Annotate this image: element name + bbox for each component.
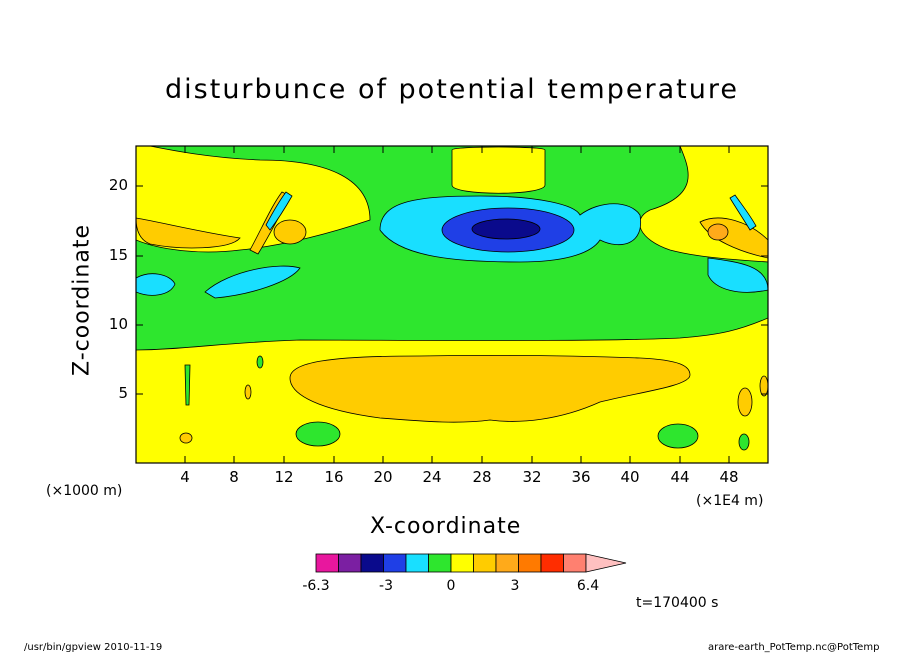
chart-title: disturbunce of potential temperature bbox=[165, 74, 739, 105]
colorbar-label: 3 bbox=[510, 578, 520, 594]
colorbar-label: -3 bbox=[379, 578, 393, 594]
field-orange-left bbox=[136, 217, 241, 249]
colorbar-swatch bbox=[540, 553, 564, 573]
x-tick-label: 44 bbox=[670, 468, 690, 486]
field-orange-small-3 bbox=[759, 375, 768, 397]
x-unit-left: (×1000 m) bbox=[46, 483, 123, 499]
x-tick-label: 28 bbox=[472, 468, 492, 486]
colorbar-swatch bbox=[518, 553, 542, 573]
field-darkblue-core bbox=[471, 218, 541, 240]
field-cyan-left bbox=[136, 273, 176, 296]
colorbar-swatch bbox=[563, 553, 587, 573]
colorbar-label: 6.4 bbox=[576, 578, 600, 594]
field-orange-small-1 bbox=[737, 387, 753, 417]
colorbar-swatch bbox=[473, 553, 497, 573]
colorbar bbox=[315, 553, 627, 573]
y-axis-ticks bbox=[136, 185, 768, 395]
x-tick-label: 40 bbox=[620, 468, 640, 486]
colorbar-label: -6.3 bbox=[302, 578, 330, 594]
colorbar-swatch bbox=[338, 553, 362, 573]
y-tick-label: 20 bbox=[108, 176, 128, 194]
field-orange-right-core bbox=[707, 223, 729, 241]
plot-frame bbox=[135, 145, 769, 464]
colorbar-label: 0 bbox=[446, 578, 456, 594]
time-label: t=170400 s bbox=[636, 595, 719, 611]
y-tick-label: 10 bbox=[108, 315, 128, 333]
footer-left: /usr/bin/gpview 2010-11-19 bbox=[24, 642, 163, 653]
colorbar-swatch bbox=[428, 553, 452, 573]
x-tick-label: 24 bbox=[422, 468, 442, 486]
colorbar-swatch bbox=[383, 553, 407, 573]
field-small-blob bbox=[179, 432, 193, 444]
x-tick-label: 48 bbox=[719, 468, 739, 486]
colorbar-overflow-arrow bbox=[585, 553, 627, 573]
x-tick-label: 20 bbox=[373, 468, 393, 486]
field-orange-small-2 bbox=[244, 384, 252, 400]
x-tick-label: 36 bbox=[571, 468, 591, 486]
field-green-bottom-left bbox=[295, 421, 341, 447]
y-tick-label: 5 bbox=[118, 384, 128, 402]
colorbar-swatch bbox=[360, 553, 384, 573]
field-top-left-yellow bbox=[136, 146, 371, 253]
field-streak-2 bbox=[265, 191, 293, 231]
x-tick-label: 16 bbox=[324, 468, 344, 486]
footer-right: arare-earth_PotTemp.nc@PotTemp bbox=[708, 642, 880, 653]
colorbar-swatch bbox=[495, 553, 519, 573]
field-green-small-2 bbox=[738, 433, 750, 451]
x-tick-label: 32 bbox=[522, 468, 542, 486]
y-tick-label: 15 bbox=[108, 246, 128, 264]
x-tick-label: 12 bbox=[274, 468, 294, 486]
x-unit-right: (×1E4 m) bbox=[696, 493, 764, 509]
field-green-bottom-right bbox=[657, 423, 699, 449]
x-axis-label: X-coordinate bbox=[370, 514, 522, 539]
field-streak-3 bbox=[729, 194, 757, 231]
field-cyan-right bbox=[707, 257, 768, 293]
x-tick-label: 4 bbox=[180, 468, 190, 486]
field-green-streak bbox=[184, 364, 191, 406]
colorbar-swatch bbox=[450, 553, 474, 573]
colorbar-swatch bbox=[315, 553, 339, 573]
y-axis-label: Z-coordinate bbox=[69, 224, 95, 376]
x-axis-ticks bbox=[184, 146, 730, 463]
field-orange-left2 bbox=[273, 219, 307, 245]
field-green-small-1 bbox=[256, 355, 264, 369]
field-top-center-yellow bbox=[451, 146, 546, 194]
field-cyan-left2 bbox=[204, 265, 301, 299]
x-tick-label: 8 bbox=[229, 468, 239, 486]
field-lower-orange bbox=[289, 355, 691, 423]
colorbar-swatch bbox=[405, 553, 429, 573]
